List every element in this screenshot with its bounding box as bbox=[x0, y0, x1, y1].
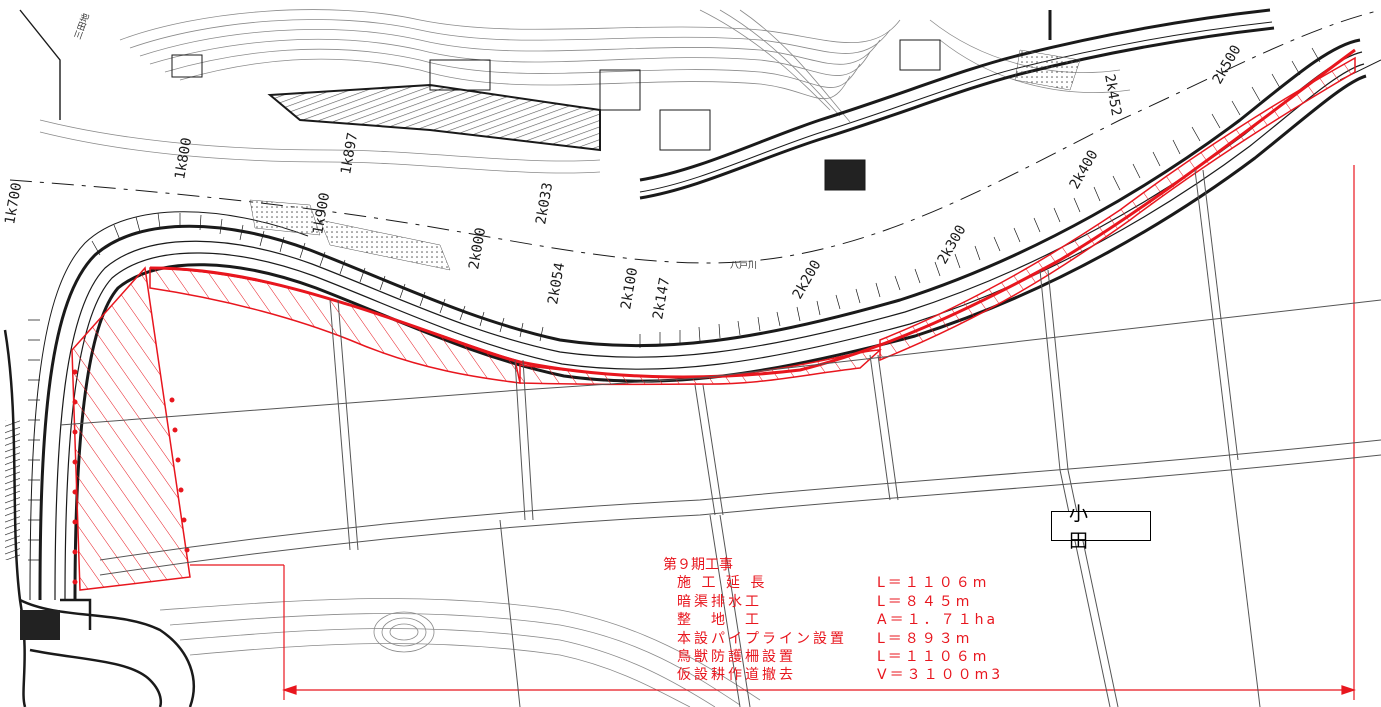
levee-ticks bbox=[28, 47, 1321, 561]
notes-item-label: 暗渠排水工 bbox=[677, 593, 762, 610]
notes-item-value: V＝３１００m3 bbox=[877, 667, 1004, 684]
notes-item-label: 鳥獣防護柵設置 bbox=[677, 649, 796, 666]
station-2k300: 2k300 bbox=[935, 222, 970, 267]
left-area-markers bbox=[72, 369, 190, 585]
station-1k897: 1k897 bbox=[338, 131, 361, 175]
station-1k700: 1k700 bbox=[2, 181, 25, 225]
notes-row: 本設パイプライン設置 L＝８９３m bbox=[663, 630, 1003, 648]
station-2k147: 2k147 bbox=[650, 276, 673, 320]
notes-item-value: L＝８９３m bbox=[877, 630, 973, 647]
levee-road bbox=[29, 38, 1367, 601]
river-centerline bbox=[9, 9, 1381, 264]
small-labels: 八戸川 三田地 bbox=[72, 12, 757, 271]
station-1k800: 1k800 bbox=[172, 136, 195, 180]
notes-row: 仮設耕作道撤去 V＝３１００m3 bbox=[663, 666, 1003, 684]
station-2k200: 2k200 bbox=[790, 257, 825, 302]
notes-item-value: L＝８４５m bbox=[877, 593, 973, 610]
notes-item-label: 本設パイプライン設置 bbox=[677, 630, 847, 647]
gravel-strips bbox=[249, 49, 1081, 271]
north-road bbox=[639, 8, 1275, 200]
construction-notes: 第９期工事 施 工 延 長 L＝１１０６m 暗渠排水工 L＝８４５m 整 地 工… bbox=[663, 556, 1003, 685]
station-2k054: 2k054 bbox=[545, 261, 568, 305]
river-name-label: 八戸川 bbox=[730, 260, 757, 271]
notes-row: 暗渠排水工 L＝８４５m bbox=[663, 593, 1003, 611]
station-2k400: 2k400 bbox=[1067, 147, 1102, 192]
station-2k033: 2k033 bbox=[533, 181, 556, 225]
station-2k500: 2k500 bbox=[1210, 42, 1245, 87]
notes-heading: 第９期工事 bbox=[663, 557, 733, 573]
notes-row: 施 工 延 長 L＝１１０６m bbox=[663, 574, 1003, 592]
dimension-line bbox=[190, 165, 1356, 700]
station-2k000: 2k000 bbox=[466, 226, 489, 270]
notes-item-label: 施 工 延 長 bbox=[677, 575, 768, 592]
field-grid bbox=[59, 169, 1381, 707]
contour-lines bbox=[39, 9, 1131, 707]
station-1k900: 1k900 bbox=[310, 191, 333, 235]
station-2k100: 2k100 bbox=[618, 266, 641, 310]
notes-row: 整 地 工 A＝１．７１ha bbox=[663, 611, 1003, 629]
place-name-box: 小 田 bbox=[1051, 503, 1151, 552]
notes-item-value: L＝１１０６m bbox=[877, 575, 990, 592]
notes-item-label: 仮設耕作道撤去 bbox=[677, 667, 796, 684]
notes-item-value: L＝１１０６m bbox=[877, 649, 990, 666]
place-name: 小 田 bbox=[1069, 503, 1160, 552]
road-name-label: 三田地 bbox=[72, 12, 93, 41]
west-road bbox=[3, 329, 195, 707]
upper-structures bbox=[19, 9, 1381, 191]
notes-item-value: A＝１．７１ha bbox=[877, 612, 999, 629]
notes-item-label: 整 地 工 bbox=[677, 612, 762, 629]
station-2k452: 2k452 bbox=[1101, 73, 1124, 117]
project-area-hatched bbox=[71, 48, 1356, 591]
notes-row: 鳥獣防護柵設置 L＝１１０６m bbox=[663, 648, 1003, 666]
west-road-hatch bbox=[5, 420, 60, 640]
